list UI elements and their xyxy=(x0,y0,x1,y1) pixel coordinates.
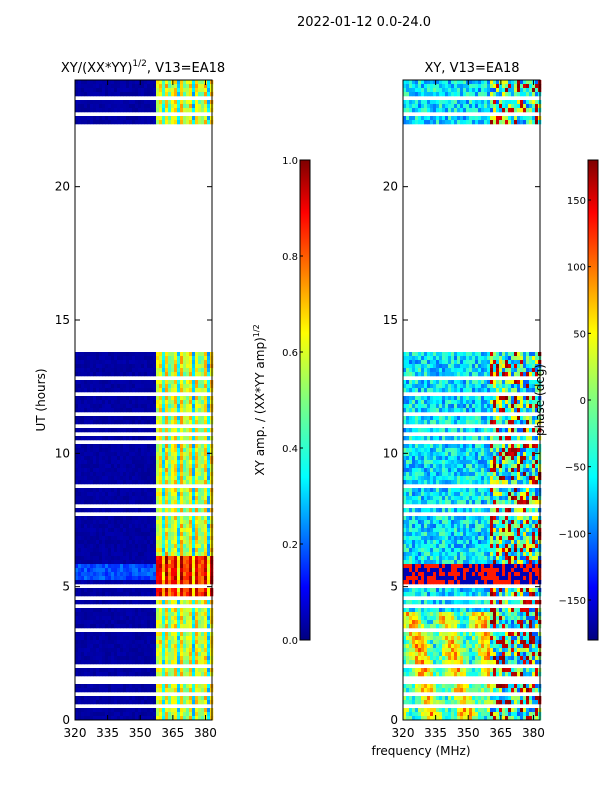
figure-suptitle: 2022-01-12 0.0-24.0 xyxy=(297,15,431,30)
right-x-tick-label: 365 xyxy=(489,726,512,740)
right-x-tick-label: 320 xyxy=(392,726,415,740)
right-colorbar-tick-label: 50 xyxy=(573,329,586,340)
left-colorbar-tick-label: 0.0 xyxy=(282,636,298,647)
right-colorbar-tick-label: −50 xyxy=(565,463,586,474)
left-colorbar-tick-label: 0.2 xyxy=(282,540,298,551)
left-colorbar-label-exponent: 1/2 xyxy=(252,324,261,337)
right-y-tick-label: 0 xyxy=(390,713,398,727)
left-title-main: XY/(XX*YY) xyxy=(61,61,133,76)
right-x-tick-label: 335 xyxy=(424,726,447,740)
left-y-tick-label: 15 xyxy=(55,313,70,327)
right-colorbar-tick-label: 100 xyxy=(567,263,586,274)
left-y-tick-label: 10 xyxy=(55,446,70,460)
left-axis-ticks: 320 335 350 365 380 0 5 10 15 20 xyxy=(55,80,217,740)
left-colorbar-tick-label: 0.6 xyxy=(282,348,298,359)
right-colorbar-ticks: −150 −100 −50 0 50 100 150 xyxy=(559,196,591,607)
right-colorbar-tick-label: −100 xyxy=(559,529,586,540)
left-plot-frame xyxy=(74,79,213,721)
left-y-tick-label: 0 xyxy=(62,713,70,727)
right-y-tick-label: 10 xyxy=(383,446,398,460)
left-x-tick-label: 365 xyxy=(161,726,184,740)
right-colorbar-tick-label: 0 xyxy=(580,396,586,407)
left-colorbar-ticks: 0.0 0.2 0.4 0.6 0.8 1.0 xyxy=(282,156,303,647)
left-colorbar xyxy=(300,160,310,640)
left-colorbar-frame xyxy=(299,159,311,641)
left-y-tick-label: 20 xyxy=(55,180,70,194)
left-panel-title: XY/(XX*YY)1/2, V13=EA18 xyxy=(61,59,225,76)
left-x-tick-label: 320 xyxy=(64,726,87,740)
right-x-tick-label: 380 xyxy=(522,726,545,740)
right-y-tick-label: 5 xyxy=(390,580,398,594)
right-x-tick-label: 350 xyxy=(457,726,480,740)
left-x-tick-label: 335 xyxy=(96,726,119,740)
right-colorbar-tick-label: 150 xyxy=(567,196,586,207)
left-title-exponent: 1/2 xyxy=(132,59,146,69)
left-colorbar-label: XY amp. / (XX*YY amp)1/2 xyxy=(252,324,267,475)
left-x-tick-label: 350 xyxy=(129,726,152,740)
left-title-rest: , V13=EA18 xyxy=(147,61,225,76)
right-colorbar-tick-label: −150 xyxy=(559,596,586,607)
right-heatmap xyxy=(403,80,542,721)
right-colorbar-label: phase (deg) xyxy=(533,364,547,436)
left-y-axis-label: UT (hours) xyxy=(34,368,48,431)
right-y-tick-label: 20 xyxy=(383,180,398,194)
right-y-tick-label: 15 xyxy=(383,313,398,327)
x-axis-label: frequency (MHz) xyxy=(371,744,470,758)
right-axis-ticks: 320 335 350 365 380 0 5 10 15 20 xyxy=(383,80,545,740)
left-x-tick-label: 380 xyxy=(194,726,217,740)
left-heatmap xyxy=(75,80,214,721)
left-colorbar-tick-label: 0.8 xyxy=(282,252,298,263)
right-plot-frame xyxy=(402,79,541,721)
right-panel-title: XY, V13=EA18 xyxy=(424,61,519,76)
left-colorbar-tick-label: 0.4 xyxy=(282,444,298,455)
left-y-tick-label: 5 xyxy=(62,580,70,594)
left-colorbar-tick-label: 1.0 xyxy=(282,156,298,167)
left-colorbar-label-main: XY amp. / (XX*YY amp) xyxy=(253,337,267,475)
right-colorbar xyxy=(588,160,598,640)
